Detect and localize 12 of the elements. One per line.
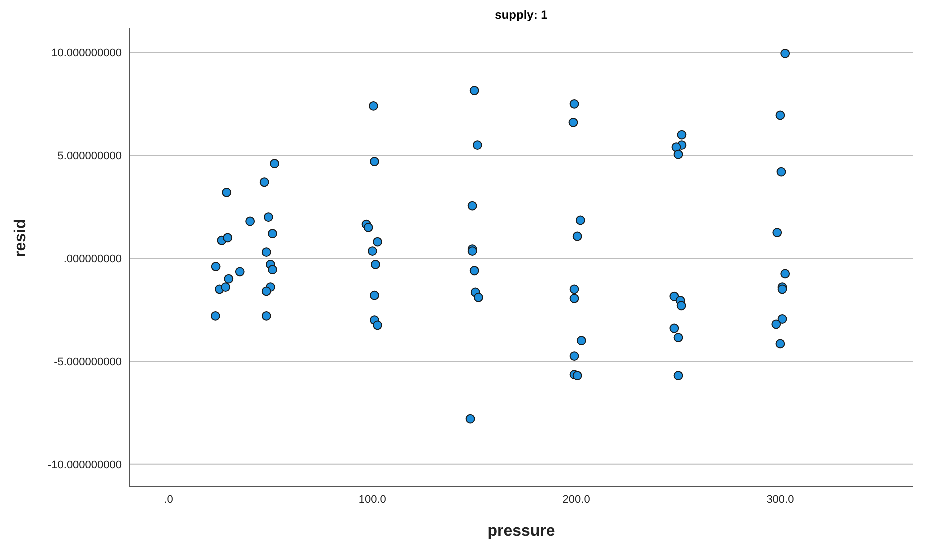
x-tick-label: 100.0 [358, 494, 386, 506]
x-axis-title: pressure [488, 523, 556, 540]
x-tick-label: 300.0 [766, 494, 794, 506]
y-tick-label: -10.000000000 [48, 459, 122, 472]
x-tick-label: .0 [164, 494, 174, 506]
chart-title: supply: 1 [494, 8, 549, 22]
y-tick-label: 10.000000000 [52, 48, 122, 60]
x-tick-label: 200.0 [562, 494, 590, 506]
y-tick-label: 5.000000000 [58, 150, 122, 163]
y-tick-label: .000000000 [64, 253, 122, 266]
y-axis-title: resid [12, 219, 30, 258]
y-tick-label: -5.000000000 [54, 356, 122, 368]
